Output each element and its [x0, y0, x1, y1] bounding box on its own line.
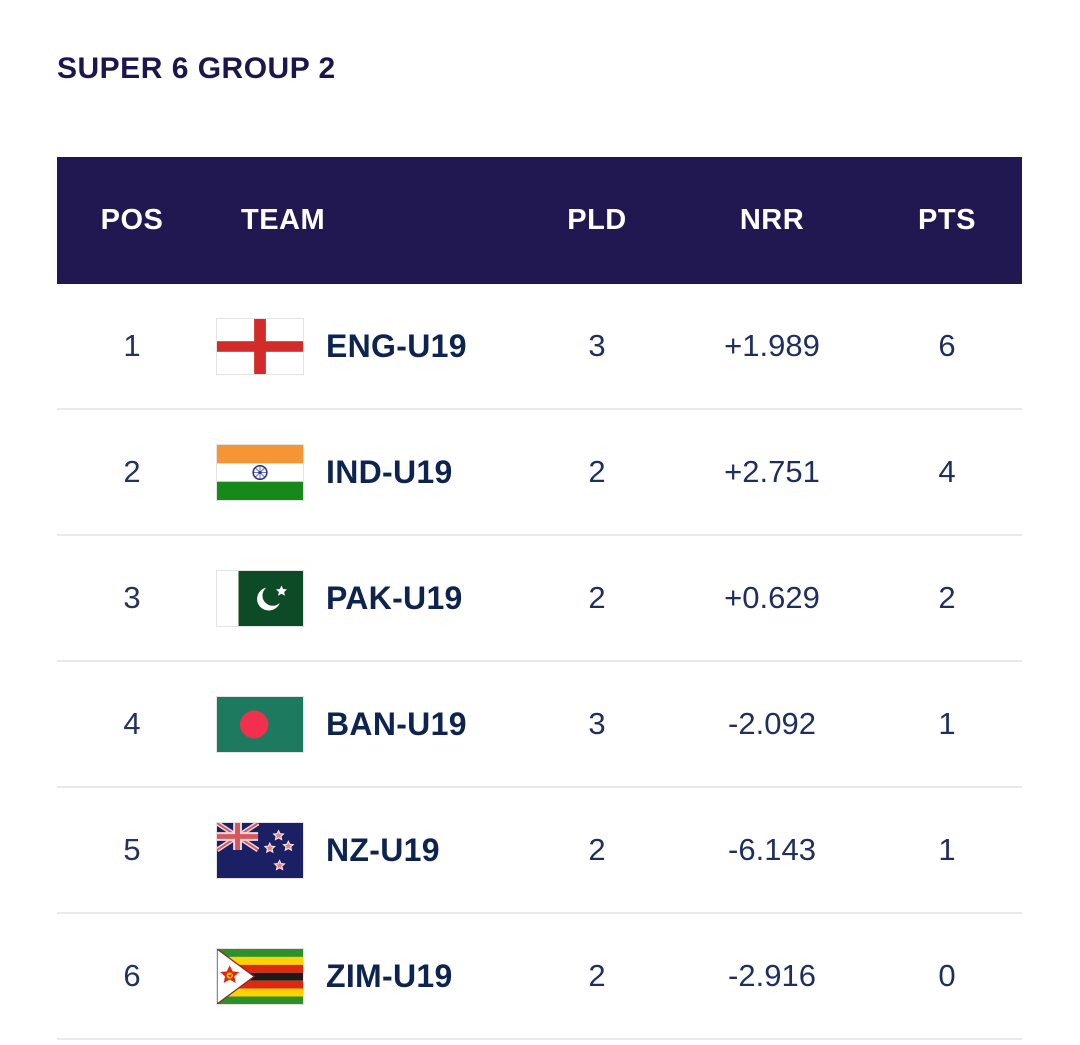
team-cell: ZIM-U19 [207, 947, 522, 1005]
team-name: ZIM-U19 [326, 957, 453, 994]
pts-value: 1 [938, 706, 956, 741]
position-value: 6 [123, 958, 141, 993]
position-value: 2 [123, 454, 141, 489]
table-row: 6 [57, 914, 1022, 1040]
table-row: 2 [57, 410, 1022, 536]
pld-value: 2 [588, 832, 606, 867]
table-row: 4 BAN-U19 3 -2.092 1 [57, 662, 1022, 788]
pts-value: 0 [938, 958, 956, 993]
pts-value: 1 [938, 832, 956, 867]
team-name: NZ-U19 [326, 831, 440, 868]
position-value: 1 [123, 328, 141, 363]
nrr-value: -6.143 [728, 832, 816, 867]
team-cell: ENG-U19 [207, 317, 522, 375]
zimbabwe-flag-icon [216, 947, 304, 1005]
position-value: 5 [123, 832, 141, 867]
team-name: BAN-U19 [326, 705, 467, 742]
pld-value: 3 [588, 328, 606, 363]
team-name: IND-U19 [326, 453, 453, 490]
team-cell: PAK-U19 [207, 569, 522, 627]
nrr-value: +1.989 [724, 328, 820, 363]
page-title: SUPER 6 GROUP 2 [57, 52, 336, 85]
india-flag-icon [216, 443, 304, 501]
nrr-value: -2.916 [728, 958, 816, 993]
table-row: 5 [57, 788, 1022, 914]
team-cell: NZ-U19 [207, 821, 522, 879]
team-cell: BAN-U19 [207, 695, 522, 753]
table-row: 3 PAK-U19 2 +0.629 2 [57, 536, 1022, 662]
pakistan-flag-icon [216, 569, 304, 627]
bangladesh-flag-icon [216, 695, 304, 753]
column-header-pld: PLD [567, 204, 627, 236]
england-flag-icon [216, 317, 304, 375]
pts-value: 4 [938, 454, 956, 489]
pld-value: 3 [588, 706, 606, 741]
pld-value: 2 [588, 580, 606, 615]
pld-value: 2 [588, 958, 606, 993]
nrr-value: -2.092 [728, 706, 816, 741]
nrr-value: +2.751 [724, 454, 820, 489]
column-header-pts: PTS [918, 204, 976, 236]
pld-value: 2 [588, 454, 606, 489]
nrr-value: +0.629 [724, 580, 820, 615]
column-header-pos: POS [100, 204, 164, 236]
position-value: 4 [123, 706, 141, 741]
new-zealand-flag-icon [216, 821, 304, 879]
team-cell: IND-U19 [207, 443, 522, 501]
team-name: PAK-U19 [326, 579, 463, 616]
table-row: 1 ENG-U19 3 +1.989 6 [57, 284, 1022, 410]
standings-table: POS TEAM PLD NRR PTS 1 ENG-U19 3 +1.989 [57, 157, 1022, 1040]
position-value: 3 [123, 580, 141, 615]
pts-value: 6 [938, 328, 956, 363]
column-header-nrr: NRR [739, 204, 805, 236]
team-name: ENG-U19 [326, 327, 467, 364]
pts-value: 2 [938, 580, 956, 615]
table-header-row: POS TEAM PLD NRR PTS [57, 157, 1022, 284]
column-header-team: TEAM [241, 204, 326, 236]
